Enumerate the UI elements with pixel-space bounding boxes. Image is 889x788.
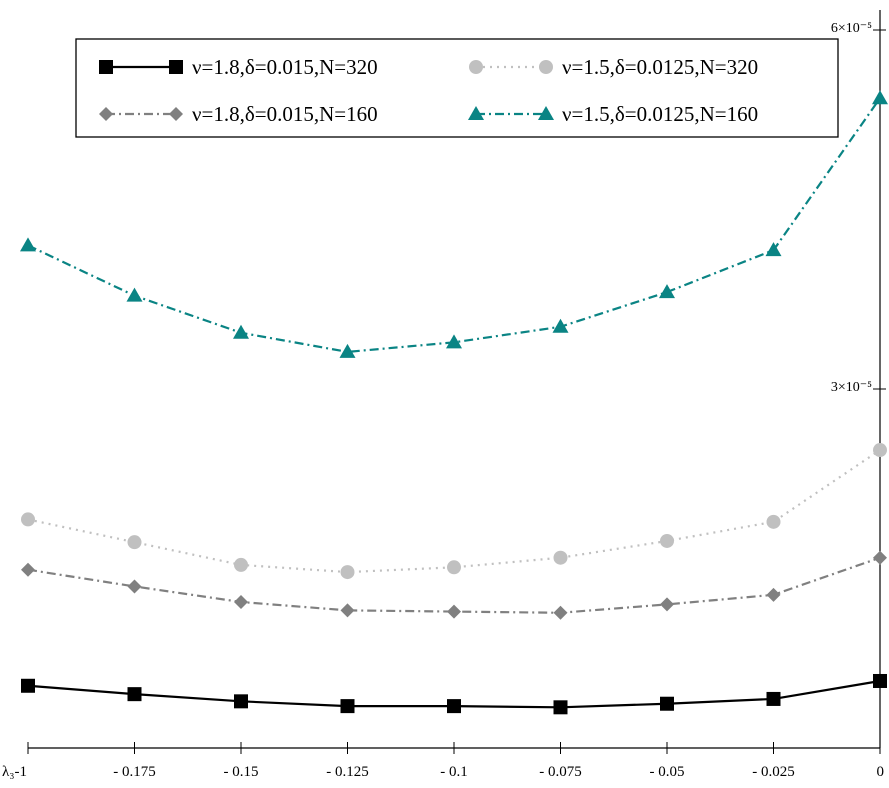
series-2 <box>21 443 887 579</box>
legend-label: ν=1.5,δ=0.0125,N=320 <box>562 55 758 79</box>
data-point-marker <box>447 560 461 574</box>
y-tick-label: 3×10⁻⁵ <box>831 380 872 395</box>
data-point-marker <box>21 563 35 577</box>
x-tick-label: - 0.05 <box>650 764 685 780</box>
data-point-marker <box>234 595 248 609</box>
data-point-marker <box>767 588 781 602</box>
data-point-marker <box>872 90 888 104</box>
data-point-marker <box>767 692 781 706</box>
y-ticks: 3×10⁻⁵ 6×10⁻⁵ <box>831 21 886 395</box>
data-point-marker <box>21 512 35 526</box>
data-point-marker <box>20 237 36 251</box>
x-tick-label: - 0.125 <box>326 764 369 780</box>
legend-label: ν=1.8,δ=0.015,N=320 <box>192 55 378 79</box>
data-point-marker <box>767 515 781 529</box>
data-point-marker <box>554 606 568 620</box>
data-point-marker <box>873 551 887 565</box>
data-point-marker <box>128 579 142 593</box>
data-point-marker <box>660 597 674 611</box>
data-point-marker <box>447 699 461 713</box>
data-point-marker <box>660 534 674 548</box>
x-tick-label: - 0.075 <box>539 764 582 780</box>
data-point-marker <box>659 284 675 298</box>
legend-label: ν=1.8,δ=0.015,N=160 <box>192 102 378 126</box>
data-point-marker <box>128 535 142 549</box>
series-1 <box>21 674 887 714</box>
data-point-marker <box>127 288 143 302</box>
x-tick-label: λ₃-1 <box>2 764 27 780</box>
data-point-marker <box>660 697 674 711</box>
data-point-marker <box>21 679 35 693</box>
y-tick-label: 6×10⁻⁵ <box>831 21 872 36</box>
data-point-marker <box>234 694 248 708</box>
data-point-marker <box>873 674 887 688</box>
data-point-marker <box>234 558 248 572</box>
data-point-marker <box>554 551 568 565</box>
data-point-marker <box>341 699 355 713</box>
legend-marker <box>169 60 183 74</box>
legend-marker <box>99 60 113 74</box>
data-point-marker <box>233 325 249 339</box>
series-line <box>28 450 880 572</box>
x-tick-label: - 0.175 <box>113 764 156 780</box>
legend: ν=1.8,δ=0.015,N=320 ν=1.5,δ=0.0125,N=320 ν… <box>76 39 838 137</box>
x-tick-label: - 0.1 <box>440 764 468 780</box>
x-tick-label: 0 <box>877 764 885 780</box>
data-point-marker <box>341 565 355 579</box>
x-tick-label: - 0.15 <box>224 764 259 780</box>
data-point-marker <box>128 687 142 701</box>
data-point-marker <box>341 603 355 617</box>
legend-marker <box>469 60 483 74</box>
data-point-marker <box>873 443 887 457</box>
data-point-marker <box>554 700 568 714</box>
data-point-marker <box>766 242 782 256</box>
data-point-marker <box>447 605 461 619</box>
x-tick-label: - 0.025 <box>752 764 795 780</box>
legend-marker <box>539 60 553 74</box>
series-layer <box>20 90 888 714</box>
legend-label: ν=1.5,δ=0.0125,N=160 <box>562 102 758 126</box>
